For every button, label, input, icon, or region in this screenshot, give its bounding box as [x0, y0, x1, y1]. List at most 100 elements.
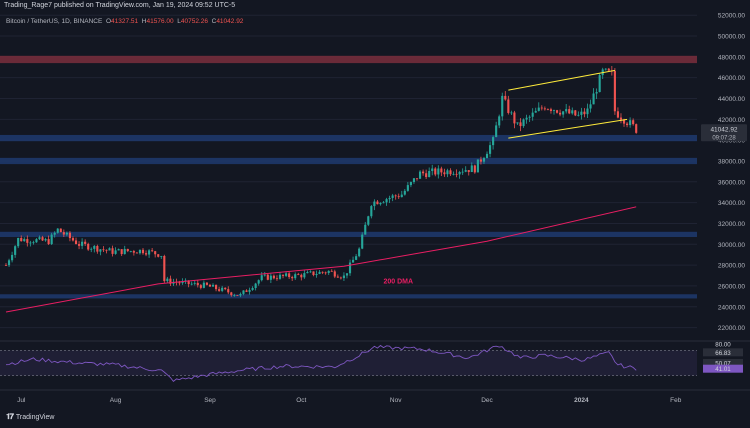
candle-body [452, 173, 455, 175]
channel-upper-line [508, 69, 615, 91]
candle-body [62, 232, 65, 235]
candle-body [619, 117, 623, 120]
candle-body [254, 283, 257, 289]
ohlc-o-label: O [105, 18, 112, 25]
candle-body [245, 290, 248, 292]
candle-body [181, 281, 184, 284]
candle-body [120, 249, 123, 255]
time-tick-label: Sep [204, 397, 216, 404]
price-zones [0, 55, 697, 299]
candle-body [330, 270, 333, 272]
candle-body [135, 252, 138, 254]
candle-body [607, 68, 610, 71]
candle-body [166, 278, 169, 282]
candle-body [93, 245, 96, 249]
rsi-level-badge [703, 364, 743, 373]
candle-body [59, 228, 62, 233]
candle-body [431, 168, 434, 172]
candle-body [160, 256, 163, 257]
candle-body [169, 278, 172, 284]
candle-body [489, 145, 492, 154]
candle-body [129, 251, 132, 252]
candle-body [525, 117, 528, 120]
candle-body [327, 270, 330, 273]
candle-body [440, 168, 443, 173]
candle-body [492, 137, 495, 146]
rsi-level-label: 66.83 [715, 350, 731, 357]
time-tick-label: Dec [481, 397, 493, 404]
candle-body [14, 246, 17, 255]
candle-body [495, 125, 498, 138]
candle-body [446, 170, 449, 175]
ohlc-close: 41042.92 [216, 18, 244, 25]
symbol-name: Bitcoin / TetherUS, 1D, BINANCE [6, 18, 103, 25]
price-tick-label: 26000.00 [718, 283, 745, 290]
candle-body [315, 273, 318, 276]
candle-body [96, 245, 99, 252]
candle-body [568, 109, 571, 114]
candle-body [260, 275, 263, 281]
candle-body [552, 110, 556, 112]
candle-body [78, 244, 81, 246]
candle-body [422, 171, 425, 174]
candle-body [513, 112, 516, 124]
time-axis: Jul Aug Sep Oct Nov Dec 2024 Feb [0, 389, 750, 404]
candle-body [632, 120, 635, 125]
candle-body [333, 271, 336, 277]
candle-body [157, 254, 160, 257]
channel-lower-line [508, 118, 628, 139]
candle-body [114, 250, 117, 254]
candle-body [233, 295, 236, 296]
dma-line-group: 200 DMA [5, 206, 637, 313]
ohlc-high: 41576.00 [146, 18, 174, 25]
price-axis: 52000.00 50000.00 48000.00 46000.00 44000.00… [701, 13, 747, 373]
candle-body [306, 272, 309, 274]
candle-body [394, 195, 397, 197]
candle-body [4, 265, 8, 266]
candle-body [482, 158, 486, 162]
candle-body [272, 275, 275, 279]
candle-body [105, 249, 108, 251]
candle-body [23, 239, 26, 242]
countdown-timer: 09:07:28 [712, 135, 736, 141]
candle-body [531, 112, 534, 117]
tradingview-logo-icon: 𝟏𝟕 [6, 412, 14, 421]
candle-body [236, 295, 239, 296]
candle-body [586, 108, 589, 115]
time-tick-label: Feb [670, 397, 682, 404]
candle-body [138, 249, 142, 254]
candle-body [132, 251, 135, 253]
price-tick-label: 38000.00 [718, 158, 745, 165]
candle-body [275, 278, 279, 280]
candle-body [215, 284, 218, 290]
candle-body [355, 256, 358, 260]
candle-body [571, 110, 574, 114]
tradingview-brand[interactable]: 𝟏𝟕 TradingView [6, 412, 54, 422]
candle-body [312, 271, 315, 276]
ohlc-l-label: L [177, 18, 181, 25]
time-tick-label: Aug [110, 397, 122, 404]
candle-body [528, 116, 531, 118]
candle-body [382, 202, 385, 204]
candle-body [71, 238, 75, 241]
rsi-level-label: 80.00 [715, 342, 731, 349]
candle-body [464, 170, 467, 172]
last-price-badge [701, 124, 747, 142]
candle-body [507, 99, 510, 113]
candle-body [516, 122, 519, 124]
candle-body [455, 173, 458, 175]
candle-body [81, 241, 84, 246]
candle-body [348, 262, 352, 274]
time-tick-label: Oct [296, 397, 306, 404]
candle-body [74, 240, 78, 245]
price-tick-label: 46000.00 [718, 75, 745, 82]
candle-body [187, 280, 190, 285]
channel-lines [508, 69, 628, 139]
candle-body [178, 282, 181, 284]
symbol-legend: Bitcoin / TetherUS, 1D, BINANCE O41327.5… [6, 18, 243, 25]
candle-body [56, 228, 59, 233]
candle-body [108, 248, 111, 251]
candle-body [418, 171, 422, 179]
candle-body [403, 190, 406, 195]
